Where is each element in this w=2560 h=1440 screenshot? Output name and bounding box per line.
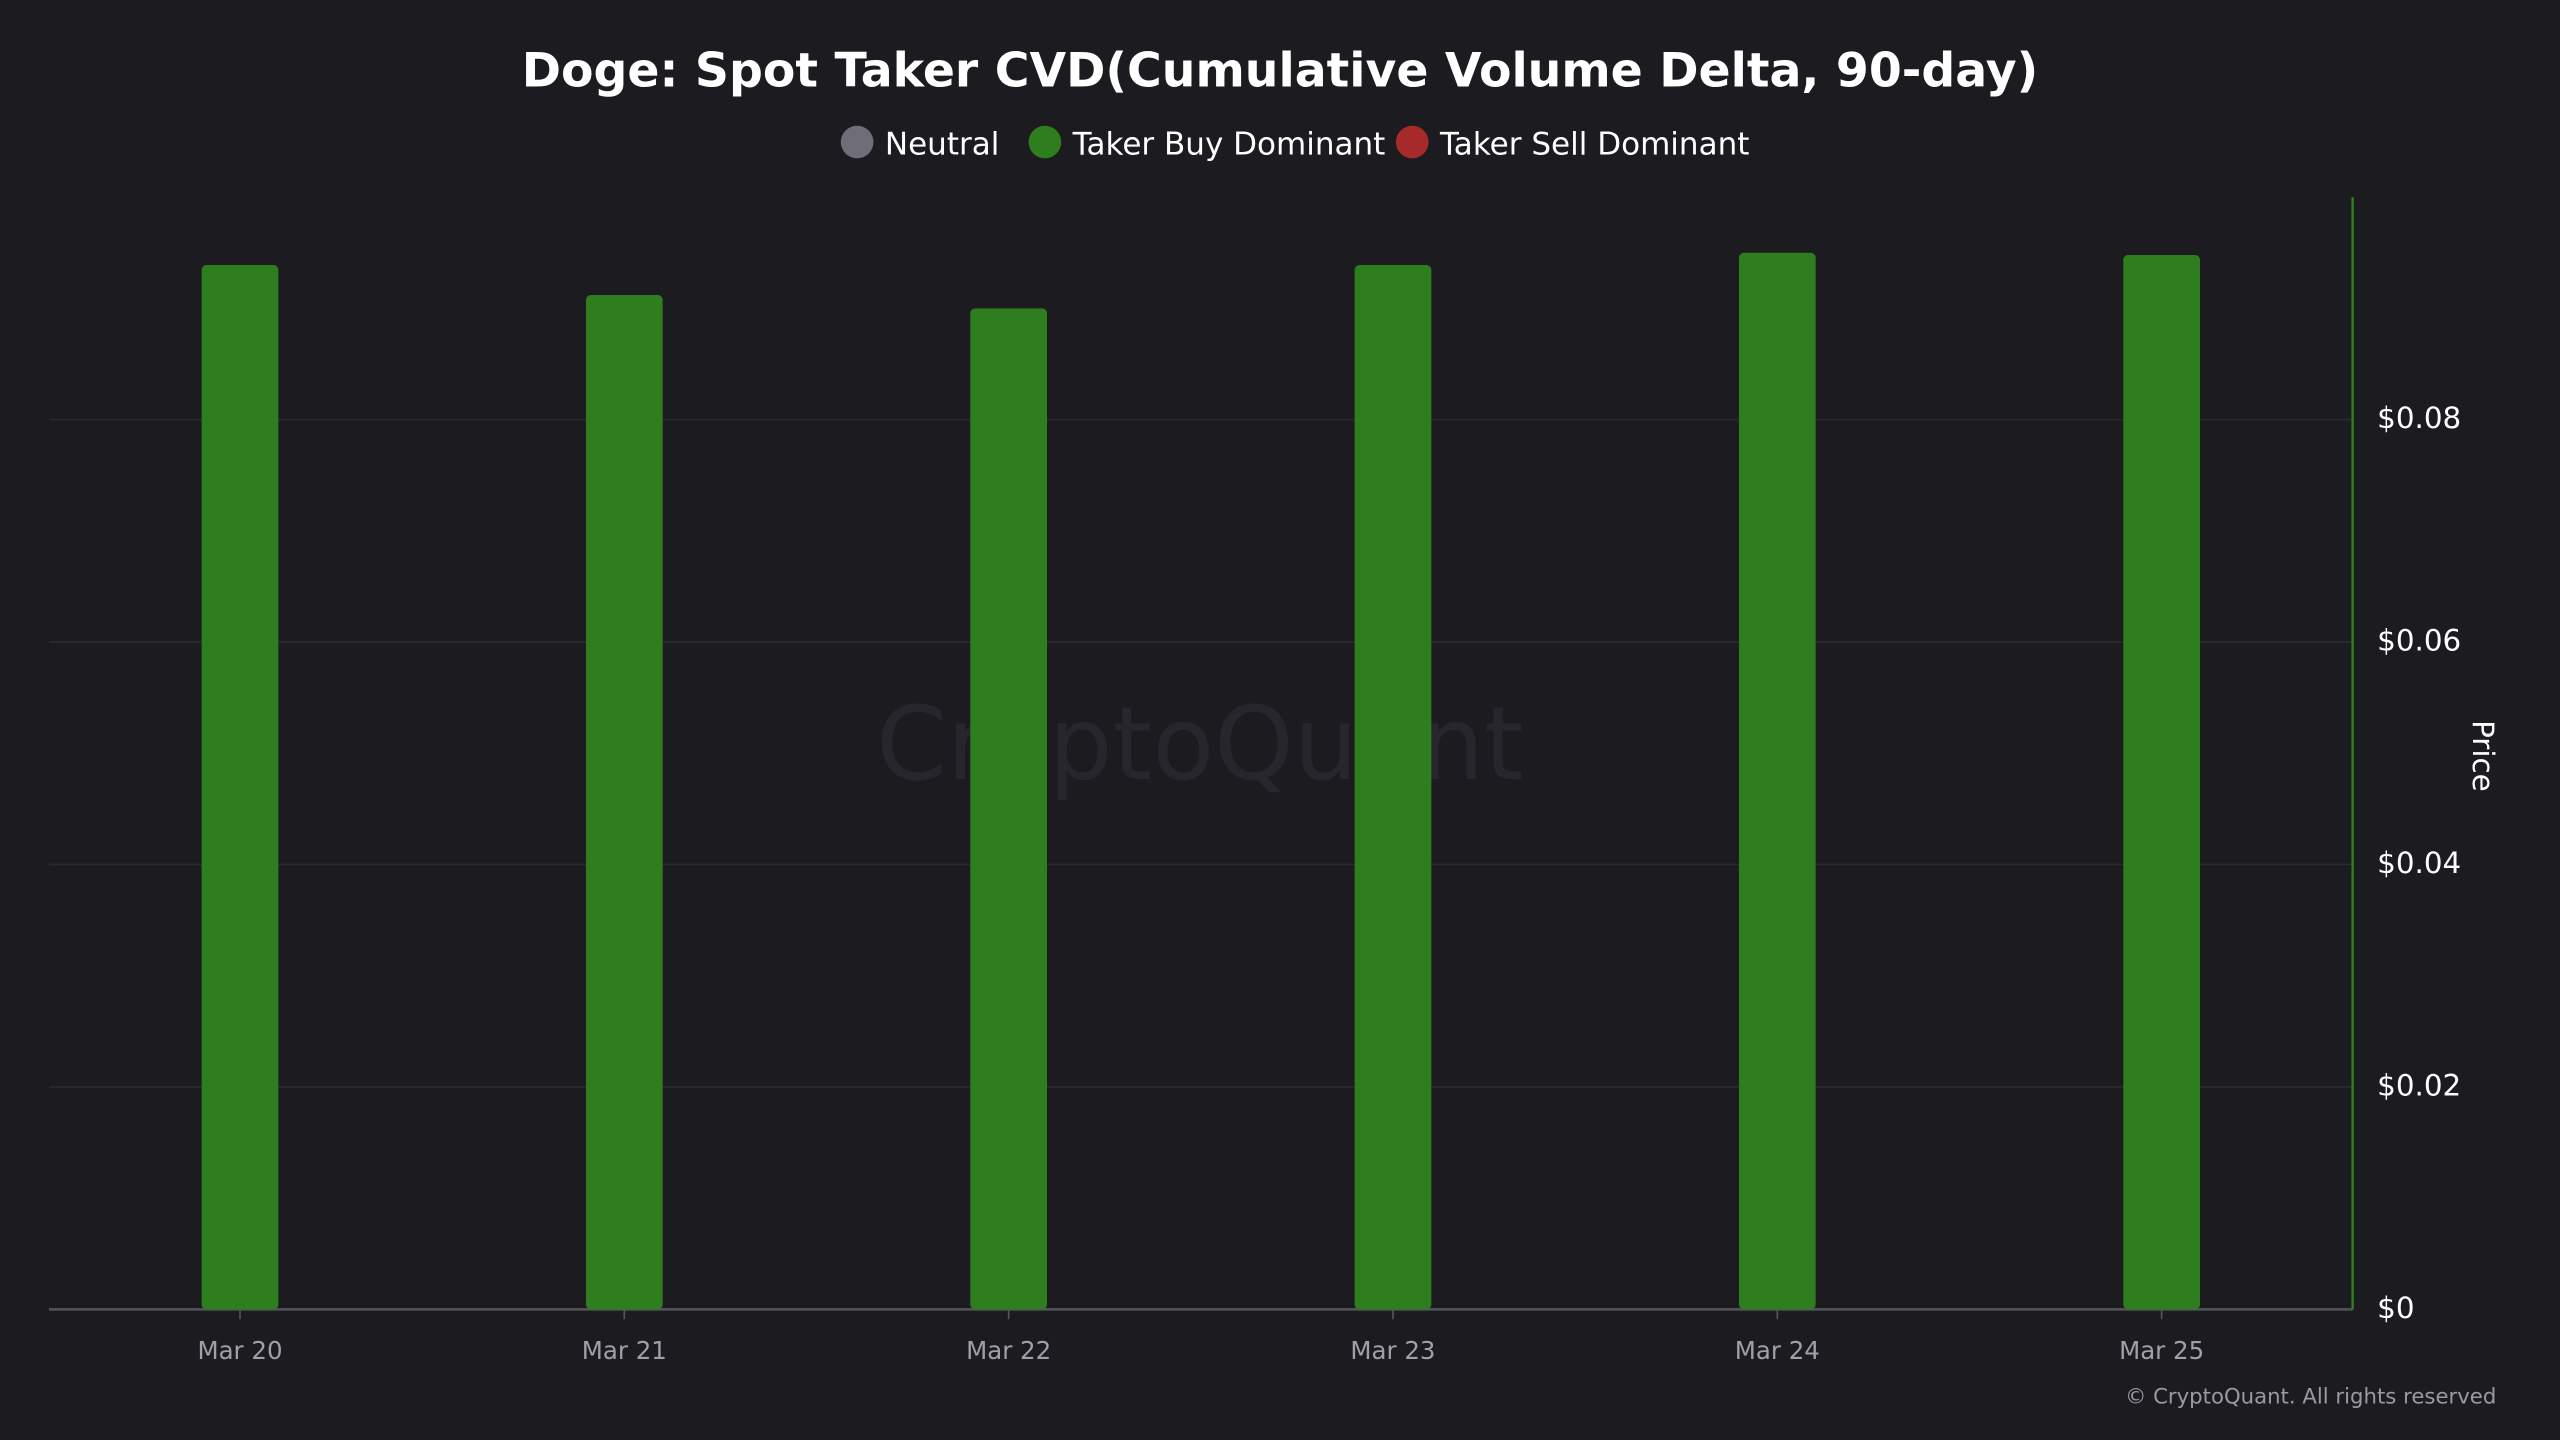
bar [2123,254,2200,1310]
bars [201,252,2200,1310]
y-tick-label: $0 [2377,1291,2414,1325]
bar [1738,252,1816,1310]
legend: Neutral Taker Buy Dominant Taker Sell Domi… [840,125,1749,162]
y-tick-label: $0.04 [2377,846,2461,880]
y-tick-label: $0.02 [2377,1068,2461,1102]
x-tick-label: Mar 20 [197,1336,282,1365]
x-tick-label: Mar 24 [1735,1336,1820,1365]
legend-label: Neutral [885,126,999,162]
y-tick-label: $0.06 [2377,624,2461,658]
legend-marker [1395,125,1429,159]
x-tick-label: Mar 22 [966,1336,1051,1365]
grid: $0 $0.02 $0.04 $0.06 $0.08 Mar 20 Mar 21 Mar 22… [48,197,2461,1365]
legend-marker [1028,125,1062,159]
copyright: © CryptoQuant. All rights reserved [2125,1385,2496,1410]
y-axis-label: Price [2466,720,2500,792]
bar [201,264,279,1310]
x-tick-label: Mar 25 [2119,1336,2204,1365]
bar [970,308,1048,1310]
x-tick-label: Mar 23 [1350,1336,1435,1365]
y-tick-label: $0.08 [2377,401,2461,435]
chart-title: Doge: Spot Taker CVD(Cumulative Volume D… [522,43,2038,98]
x-tick-label: Mar 21 [582,1336,667,1365]
bar [1354,264,1432,1310]
bar [585,295,663,1310]
legend-label: Taker Buy Dominant [1072,126,1386,162]
legend-label: Taker Sell Dominant [1439,126,1749,162]
legend-marker [840,125,874,159]
